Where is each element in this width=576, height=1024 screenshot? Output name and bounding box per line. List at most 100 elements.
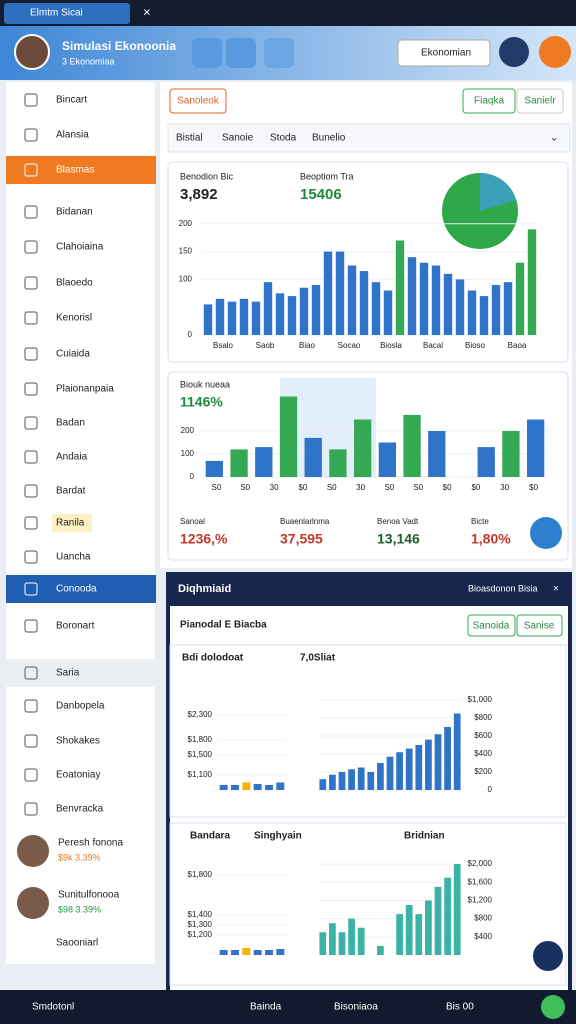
notifications[interactable] (539, 36, 571, 68)
button[interactable] (516, 614, 563, 637)
nav-item[interactable]: Andaia (56, 452, 88, 463)
bar (275, 293, 285, 335)
icon (24, 276, 38, 290)
icon (24, 163, 38, 177)
nav-item[interactable]: Boronart (56, 621, 95, 632)
stat-label: Sanoal (180, 517, 205, 526)
bar (359, 271, 369, 335)
icon-button[interactable] (264, 38, 294, 68)
profile[interactable] (499, 37, 529, 67)
nav-item[interactable]: Conooda (56, 584, 97, 595)
sidebar-footer[interactable]: Saooniarl (56, 938, 98, 949)
active-item[interactable] (6, 156, 156, 184)
bar (405, 905, 413, 955)
bar (383, 290, 393, 335)
x-tick-label: S0 (212, 483, 222, 492)
nav-item[interactable]: Cuiaida (56, 349, 90, 360)
nav-item[interactable]: Ranila (56, 518, 85, 529)
button-label: Sanise (524, 621, 555, 632)
nav-item[interactable]: Uancha (56, 552, 91, 563)
bar (311, 284, 321, 335)
section-item (6, 659, 155, 687)
bar (231, 950, 239, 955)
button[interactable] (467, 614, 516, 637)
bar (299, 287, 309, 335)
bar (444, 877, 451, 955)
bar (251, 301, 261, 335)
bar (377, 763, 384, 790)
taskbar-app[interactable]: Bainda (250, 1002, 282, 1013)
avatar[interactable] (14, 34, 50, 70)
tab[interactable] (4, 3, 130, 24)
tab[interactable]: Bunelio (312, 133, 346, 144)
panel-close[interactable]: × (553, 584, 559, 595)
button[interactable] (462, 88, 516, 114)
bar (444, 727, 451, 790)
taskbar-app[interactable]: Bisoniaoa (334, 1002, 378, 1013)
icon (24, 128, 38, 142)
x-tick-label: Baoa (508, 341, 527, 350)
nav-item[interactable]: Clahoiaina (56, 242, 104, 253)
nav-item[interactable]: Bardat (56, 486, 86, 497)
nav-item[interactable]: Blasmas (56, 165, 94, 176)
search-box[interactable] (397, 39, 491, 67)
dropdown[interactable]: ⌄ (550, 133, 558, 144)
bar (329, 774, 336, 790)
icon (24, 484, 38, 498)
bar (455, 279, 465, 335)
card-value: 1146% (180, 394, 223, 410)
icon (24, 416, 38, 430)
x-tick-label: Biao (299, 341, 316, 350)
bar (405, 748, 413, 790)
y-tick-label: 100 (181, 449, 195, 458)
y-tick-label: $2,300 (188, 710, 213, 719)
stat-label: Buaenlarlnma (280, 517, 330, 526)
active-item[interactable] (6, 575, 156, 603)
fab[interactable] (530, 517, 562, 549)
nav-item[interactable]: Shokakes (56, 736, 100, 747)
primary-button[interactable] (169, 88, 227, 114)
bar (279, 396, 298, 477)
close-tab[interactable]: × (143, 4, 151, 19)
nav-item[interactable]: Badan (56, 418, 85, 429)
nav-item[interactable]: Eoatoniay (56, 770, 100, 781)
nav-item[interactable]: Bidanan (56, 207, 93, 218)
nav-item[interactable]: Blaoedo (56, 278, 93, 289)
button-label: Sanielr (524, 96, 556, 107)
user-detail: $9k 3.39% (58, 852, 101, 862)
bar (515, 262, 525, 335)
bar (491, 284, 501, 335)
y-tick-label: $1,200 (468, 896, 493, 905)
nav-item[interactable]: Benvracka (56, 804, 104, 815)
y-tick-label: 200 (181, 426, 195, 435)
user-avatar[interactable] (17, 887, 49, 919)
user-avatar[interactable] (17, 835, 49, 867)
fab[interactable] (533, 941, 563, 971)
panel-action[interactable]: Bioasdonon Bisia (468, 583, 538, 593)
button[interactable] (516, 88, 564, 114)
taskbar-icon[interactable] (541, 995, 565, 1019)
icon-button[interactable] (226, 38, 256, 68)
user-name: Sunitulfonooa (58, 890, 120, 901)
primary-button-label: Sanoleok (177, 96, 220, 107)
bar (239, 298, 249, 335)
button-label: Fiaqka (474, 96, 504, 107)
tab[interactable]: Stoda (270, 133, 297, 144)
start[interactable]: Smdotonl (32, 1002, 74, 1013)
icon-button[interactable] (192, 38, 222, 68)
nav-item[interactable]: Saria (56, 668, 80, 679)
bar (348, 918, 355, 955)
x-tick-label: 30 (356, 483, 365, 492)
icon (24, 450, 38, 464)
nav-item[interactable]: Kenorisl (56, 313, 92, 324)
icon (24, 699, 38, 713)
icon (24, 768, 38, 782)
nav-item[interactable]: Alansia (56, 130, 89, 141)
tab[interactable]: Sanoie (222, 133, 254, 144)
nav-item[interactable]: Danbopela (56, 701, 105, 712)
nav-item[interactable]: Plaionanpaia (56, 384, 114, 395)
bar (255, 447, 273, 477)
bar (425, 739, 432, 790)
nav-item[interactable]: Bincart (56, 95, 87, 106)
tab[interactable]: Bistial (176, 133, 203, 144)
